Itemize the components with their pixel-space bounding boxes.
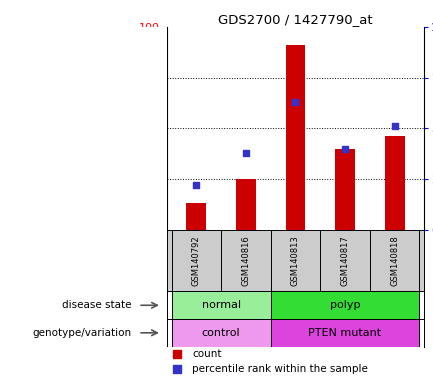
Bar	[171, 319, 271, 347]
Title: GDS2700 / 1427790_at: GDS2700 / 1427790_at	[218, 13, 373, 26]
Point	[242, 150, 249, 156]
Text: GSM140816: GSM140816	[242, 235, 250, 286]
Bar	[271, 319, 420, 347]
Point	[292, 99, 299, 105]
Point	[391, 123, 398, 129]
Point	[342, 146, 349, 152]
Point	[174, 351, 181, 357]
Text: GSM140818: GSM140818	[390, 235, 399, 286]
Bar	[171, 291, 271, 319]
Text: normal: normal	[202, 300, 241, 310]
Bar	[335, 149, 355, 230]
Text: polyp: polyp	[330, 300, 360, 310]
Bar	[385, 136, 404, 230]
Text: disease state: disease state	[62, 300, 132, 310]
Text: PTEN mutant: PTEN mutant	[308, 328, 381, 338]
Point	[193, 182, 200, 188]
Text: GSM140813: GSM140813	[291, 235, 300, 286]
Bar	[271, 291, 420, 319]
Point	[174, 366, 181, 372]
Text: GSM140817: GSM140817	[340, 235, 349, 286]
Text: GSM140792: GSM140792	[192, 235, 201, 286]
Bar	[236, 179, 256, 230]
Text: percentile rank within the sample: percentile rank within the sample	[192, 364, 368, 374]
Text: count: count	[192, 349, 222, 359]
Text: control: control	[202, 328, 240, 338]
Bar	[187, 204, 206, 230]
Bar	[286, 45, 305, 230]
Text: genotype/variation: genotype/variation	[33, 328, 132, 338]
